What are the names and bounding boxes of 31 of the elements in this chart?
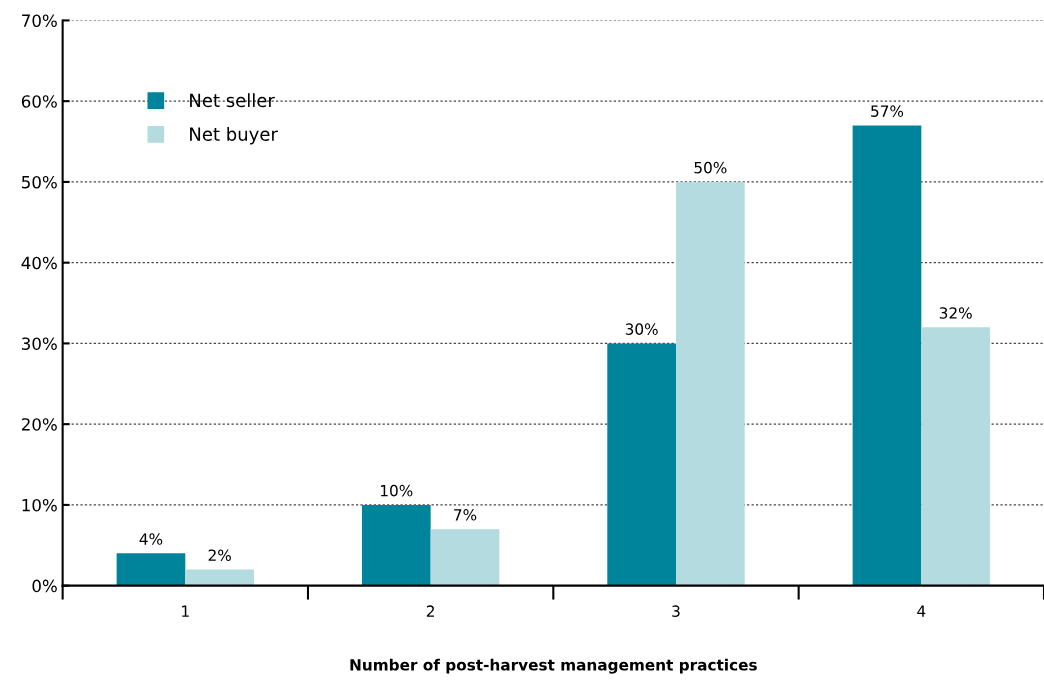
y-tick-label: 60% [21, 95, 57, 108]
y-tick-label: 40% [21, 256, 57, 270]
data-label: 7% [454, 509, 477, 521]
legend-label: Net buyer [190, 126, 278, 145]
y-tick-label: 10% [22, 498, 57, 512]
legend-label: Net seller [190, 93, 275, 108]
bar [430, 529, 500, 586]
bar [185, 569, 255, 586]
data-label: 32% [939, 307, 972, 319]
data-label: 2% [208, 549, 231, 561]
x-tick-label: 4 [917, 605, 926, 617]
data-label: 50% [694, 161, 727, 174]
x-tick-label: 1 [182, 605, 189, 617]
data-label: 30% [625, 323, 658, 335]
y-tick-label: 20% [21, 418, 57, 431]
data-label: 4% [139, 533, 163, 545]
bar [675, 181, 745, 586]
y-tick-label: 50% [22, 175, 57, 189]
x-axis-title: Number of post-harvest management practices [350, 658, 757, 674]
data-label: 57% [871, 105, 904, 117]
bar [361, 504, 431, 586]
x-tick-label: 3 [672, 605, 680, 617]
bar [852, 125, 922, 586]
data-label: 10% [381, 484, 413, 497]
y-tick-label: 0% [32, 579, 57, 593]
bar [116, 553, 186, 586]
y-tick-label: 70% [22, 14, 57, 27]
y-tick-label: 30% [22, 337, 57, 350]
bar [921, 327, 991, 586]
bar [607, 343, 676, 586]
x-tick-label: 2 [426, 605, 434, 617]
